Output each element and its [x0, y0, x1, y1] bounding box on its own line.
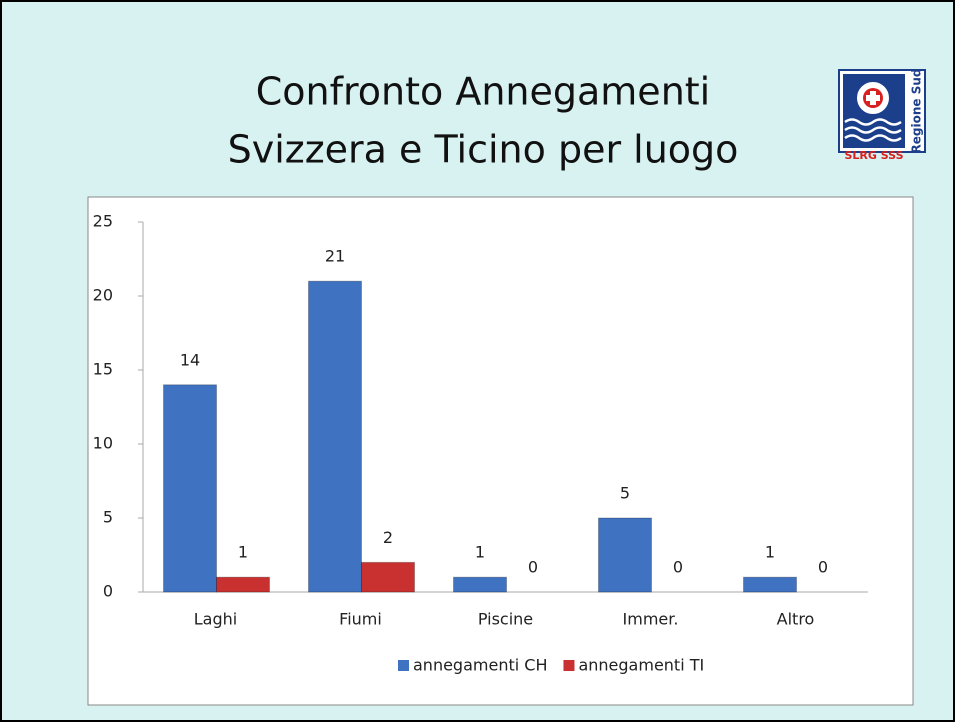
x-tick-label: Altro — [777, 610, 815, 629]
value-label: 0 — [673, 558, 683, 577]
y-tick-label: 0 — [103, 582, 113, 601]
y-tick-label: 20 — [93, 286, 113, 305]
value-label: 21 — [325, 247, 345, 266]
value-label: 14 — [180, 350, 200, 369]
y-tick-label: 10 — [93, 434, 113, 453]
value-label: 0 — [528, 558, 538, 577]
logo: Regione Sud SLRG SSS — [838, 69, 926, 162]
value-label: 1 — [765, 543, 775, 562]
x-tick-label: Fiumi — [339, 610, 382, 629]
logo-name: SLRG SSS — [844, 149, 903, 162]
legend-label: annegamenti CH — [413, 656, 547, 675]
bar — [308, 280, 362, 593]
title-line: Confronto Annegamenti — [256, 70, 710, 114]
value-label: 1 — [238, 543, 248, 562]
bar — [361, 561, 415, 593]
bar — [598, 517, 652, 593]
bar — [216, 576, 270, 593]
chart-area — [87, 196, 914, 706]
value-label: 0 — [818, 558, 828, 577]
x-tick-label: Laghi — [194, 610, 237, 629]
bar — [453, 576, 507, 593]
logo-cross — [866, 95, 880, 101]
bar — [163, 384, 217, 593]
logo-region: Regione Sud — [910, 69, 924, 154]
legend-swatch — [563, 660, 575, 671]
legend-label: annegamenti TI — [578, 656, 704, 675]
logo-waves — [844, 118, 902, 142]
value-label: 1 — [475, 543, 485, 562]
legend-swatch — [398, 660, 409, 671]
y-tick-label: 25 — [93, 212, 113, 231]
x-tick-label: Immer. — [623, 610, 679, 629]
value-label: 2 — [383, 528, 393, 547]
bar — [743, 576, 797, 593]
y-tick-label: 5 — [103, 508, 113, 527]
plot: 0510152025Laghi141Fiumi212Piscine10Immer… — [93, 212, 868, 675]
title-line: Svizzera e Ticino per luogo — [228, 128, 739, 172]
y-tick-label: 15 — [93, 360, 113, 379]
value-label: 5 — [620, 484, 630, 503]
x-tick-label: Piscine — [478, 610, 533, 629]
